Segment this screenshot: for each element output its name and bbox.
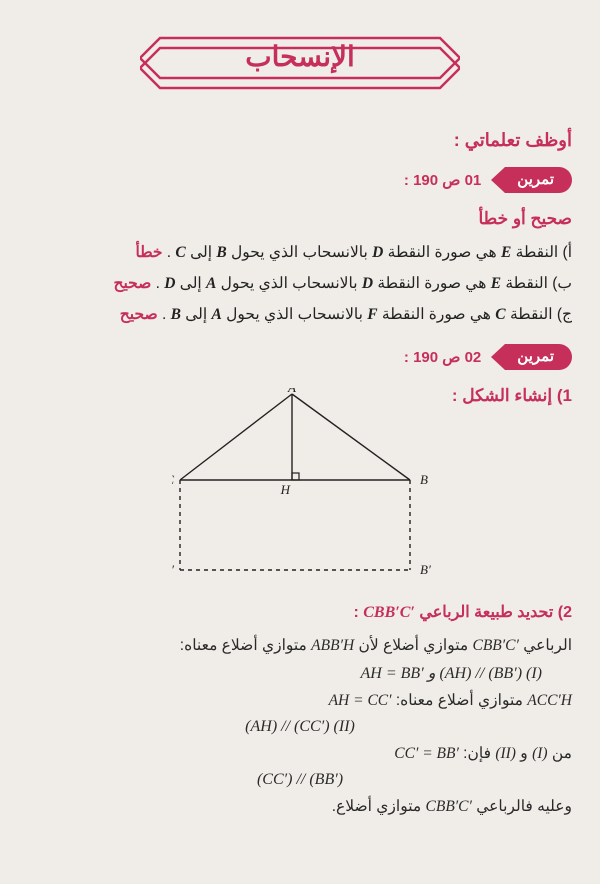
tf-b-to: إلى xyxy=(175,275,206,292)
tf-a-to: إلى xyxy=(186,244,217,261)
tf-b-D: D xyxy=(362,275,373,292)
body-line-2: ACC′H متوازي أضلاع معناه: AH = CC′ xyxy=(28,685,572,716)
tf-a-B: B xyxy=(216,244,226,261)
title-banner: الإنسحاب xyxy=(140,30,460,100)
exercise-2-ref: 02 ص 190 : xyxy=(404,348,481,366)
tf-c-C: C xyxy=(495,306,505,323)
tf-c-B: B xyxy=(171,306,181,323)
l3-eq: CC′ = BB′ xyxy=(394,745,459,762)
tf-c-A: A xyxy=(211,306,221,323)
tf-a-E: E xyxy=(501,244,511,261)
tf-a-m1: هي صورة النقطة xyxy=(383,244,501,261)
l1-pre: الرباعي xyxy=(519,637,572,654)
tf-a-pre: أ) النقطة xyxy=(511,244,572,261)
math-2: (AH) // (CC′) (II) xyxy=(28,718,572,736)
tf-c-F: F xyxy=(367,306,377,323)
q2-pre: 2) تحديد طبيعة الرباعي xyxy=(415,604,572,621)
l4-pre: وعليه فالرباعي xyxy=(472,798,572,815)
tf-item-a: أ) النقطة E هي صورة النقطة D بالانسحاب ا… xyxy=(28,237,572,268)
tf-a-D: D xyxy=(372,244,383,261)
math-1: AH = BB′ و (AH) // (BB′) (I) xyxy=(28,663,542,683)
exercise-label-2: تمرين xyxy=(505,344,572,370)
tf-b-E: E xyxy=(491,275,501,292)
pill-arrow-icon xyxy=(491,167,505,193)
tf-c-dot: . xyxy=(158,306,171,323)
tf-item-c: ج) النقطة C هي صورة النقطة F بالانسحاب ا… xyxy=(28,299,572,330)
l3-post: فإن: xyxy=(459,745,495,762)
math-3: (CC′) // (BB′) xyxy=(28,771,572,789)
l1-q: CBB′C′ xyxy=(473,637,519,654)
q2-quad: CBB′C′ xyxy=(363,604,415,621)
q2-post: : xyxy=(353,604,363,621)
tf-b-Dd: D xyxy=(164,275,175,292)
exercise-1-ref: 01 ص 190 : xyxy=(404,171,481,189)
page-title: الإنسحاب xyxy=(140,40,460,73)
body-line-1: الرباعي CBB′C′ متوازي أضلاع لأن ABB′H مت… xyxy=(28,630,572,661)
tf-a-m2: بالانسحاب الذي يحول xyxy=(227,244,372,261)
body-line-3: من (I) و (II) فإن: CC′ = BB′ xyxy=(28,738,572,769)
exercise-2-pill: تمرين 02 ص 190 : xyxy=(404,344,572,370)
tf-b-m2: بالانسحاب الذي يحول xyxy=(216,275,361,292)
tf-a-verdict: خطأ xyxy=(135,244,162,261)
tf-a-dot: . xyxy=(163,244,176,261)
tf-b-verdict: صحيح xyxy=(113,275,151,292)
q1-heading: 1) إنشاء الشكل : xyxy=(452,386,572,406)
geometry-figure: A B C H B′ C′ xyxy=(172,388,432,578)
tf-c-m1: هي صورة النقطة xyxy=(378,306,496,323)
exercise-1-pill: تمرين 01 ص 190 : xyxy=(404,167,572,193)
body-line-4: وعليه فالرباعي CBB′C′ متوازي أضلاع. xyxy=(28,791,572,822)
q2-heading: 2) تحديد طبيعة الرباعي CBB′C′ : xyxy=(28,602,572,622)
tf-c-pre: ج) النقطة xyxy=(506,306,572,323)
svg-text:B: B xyxy=(420,472,428,487)
svg-text:B′: B′ xyxy=(420,562,431,577)
tf-b-m1: هي صورة النقطة xyxy=(373,275,491,292)
l1-a: ABB′H xyxy=(311,637,354,654)
tf-b-pre: ب) النقطة xyxy=(501,275,572,292)
l1-mid: متوازي أضلاع لأن xyxy=(354,637,472,654)
tf-c-m2: بالانسحاب الذي يحول xyxy=(222,306,367,323)
tf-a-C: C xyxy=(175,244,185,261)
tf-c-verdict: صحيح xyxy=(120,306,158,323)
exercise-label: تمرين xyxy=(505,167,572,193)
section-heading: أوظف تعلماتي : xyxy=(28,130,572,151)
figure-block: A B C H B′ C′ xyxy=(172,388,432,578)
l3-I: (I) xyxy=(532,745,548,762)
l4-post: متوازي أضلاع. xyxy=(332,798,426,815)
svg-text:A: A xyxy=(287,388,296,395)
tf-c-to: إلى xyxy=(181,306,212,323)
pill-arrow-icon-2 xyxy=(491,344,505,370)
l2-eq: AH = CC′ xyxy=(329,692,392,709)
l2-a: ACC′H xyxy=(527,692,572,709)
svg-text:C: C xyxy=(172,472,174,487)
svg-text:C′: C′ xyxy=(172,562,174,577)
l4-q: CBB′C′ xyxy=(426,798,472,815)
tf-b-A: A xyxy=(206,275,216,292)
l3-and: و xyxy=(516,745,532,762)
l2-mid: متوازي أضلاع معناه: xyxy=(392,692,528,709)
l3-pre: من xyxy=(548,745,572,762)
tf-item-b: ب) النقطة E هي صورة النقطة D بالانسحاب ا… xyxy=(28,268,572,299)
tf-b-dot: . xyxy=(151,275,164,292)
svg-text:H: H xyxy=(280,482,291,497)
true-false-heading: صحيح أو خطأ xyxy=(28,209,572,229)
l3-II: (II) xyxy=(495,745,516,762)
l1-post: متوازي أضلاع معناه: xyxy=(180,637,311,654)
